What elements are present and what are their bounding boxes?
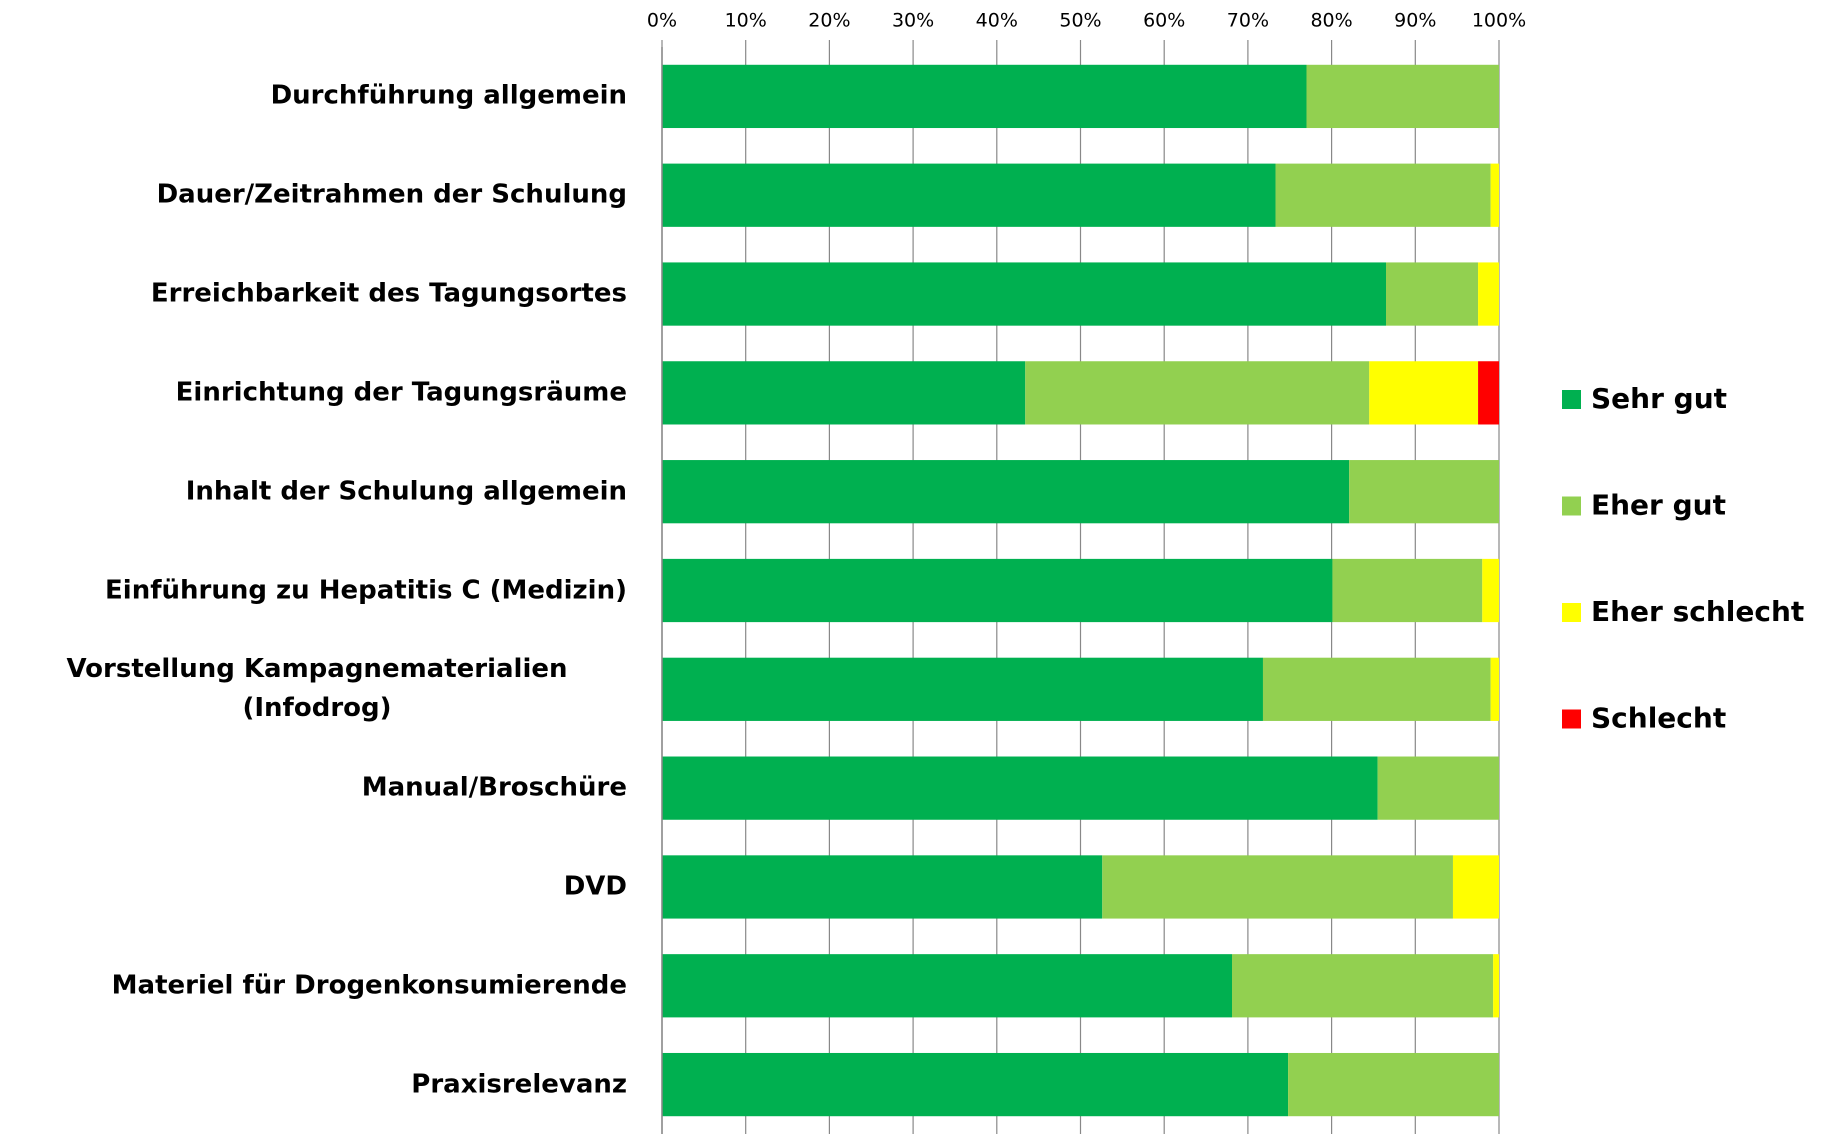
bar-segment [1490, 163, 1499, 227]
bar-segment [1490, 657, 1499, 721]
bar-segment [1452, 855, 1499, 919]
bar-segment [1275, 163, 1491, 227]
bar-segment [1386, 262, 1479, 326]
bar-segment [1306, 64, 1499, 129]
x-tick-label: 20% [808, 10, 850, 32]
legend-swatch [1562, 603, 1581, 622]
legend-label: Schlecht [1591, 702, 1726, 735]
bar-segment [1288, 1052, 1499, 1117]
bar-segment [662, 460, 1350, 524]
legend-label: Eher schlecht [1591, 595, 1804, 628]
category-label: Vorstellung Kampagnematerialien (Infodro… [66, 654, 568, 724]
bar-segment [1377, 756, 1499, 820]
category-label: DVD [563, 871, 627, 902]
bar-segment [1102, 855, 1453, 919]
x-tick-label: 70% [1227, 10, 1269, 32]
category-label: Dauer/Zeitrahmen der Schulung [156, 179, 627, 210]
x-tick-label: 0% [647, 10, 677, 32]
legend-label: Eher gut [1591, 489, 1726, 522]
x-tick-label: 90% [1394, 10, 1436, 32]
x-tick-label: 100% [1472, 10, 1526, 32]
x-tick-label: 40% [976, 10, 1018, 32]
legend-swatch [1562, 390, 1581, 409]
bar-segment [1478, 262, 1499, 326]
x-tick-label: 10% [725, 10, 767, 32]
legend-label: Sehr gut [1591, 382, 1727, 415]
x-tick-label: 30% [892, 10, 934, 32]
legend-swatch [1562, 709, 1581, 729]
category-label: Einführung zu Hepatitis C (Medizin) [105, 575, 627, 605]
bar-segment [662, 855, 1103, 919]
bar-segment [1478, 361, 1499, 425]
bar-segment [1349, 460, 1499, 524]
bar-segment [1493, 954, 1499, 1018]
bar-segment [1332, 558, 1483, 623]
bar-segment [1262, 657, 1491, 721]
category-label: Einrichtung der Tagungsräume [175, 377, 627, 408]
bar-segment [662, 558, 1333, 623]
category-label: Materiel für Drogenkonsumierende [111, 970, 627, 1001]
bar-segment [1231, 954, 1494, 1018]
bar-segment [662, 262, 1387, 326]
category-label: Manual/Broschüre [361, 772, 627, 803]
bar-segment [662, 1052, 1289, 1117]
bar-segment [1369, 361, 1479, 425]
bar-segment [662, 657, 1263, 721]
x-tick-label: 60% [1143, 10, 1185, 32]
category-label: Praxisrelevanz [411, 1069, 627, 1100]
bar-segment [662, 954, 1232, 1018]
category-label: Inhalt der Schulung allgemein [185, 476, 627, 507]
bar-segment [662, 64, 1307, 129]
bar-segment [662, 361, 1026, 425]
bar-segment [1025, 361, 1370, 425]
category-label: Durchführung allgemein [270, 80, 627, 111]
legend-swatch [1562, 496, 1581, 516]
bar-segment [1482, 558, 1499, 623]
x-tick-label: 80% [1310, 10, 1352, 32]
x-tick-label: 50% [1059, 10, 1101, 32]
bar-segment [662, 163, 1276, 227]
bar-segment [662, 756, 1378, 820]
category-label: Erreichbarkeit des Tagungsortes [150, 278, 627, 309]
